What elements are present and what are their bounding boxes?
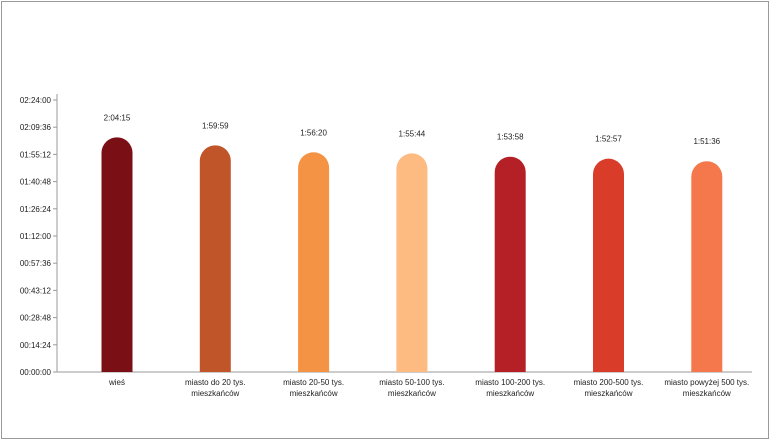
- bar: [593, 158, 624, 372]
- y-tick-label: 00:14:24: [20, 341, 52, 350]
- x-tick-label: mieszkańców: [191, 389, 239, 398]
- y-tick-label: 01:26:24: [20, 205, 52, 214]
- y-axis: 00:00:00 00:14:24 00:28:48 00:43:12 00:57:36…: [20, 94, 58, 377]
- data-label: 2:04:15: [104, 113, 131, 122]
- y-tick-label: 01:40:48: [20, 178, 52, 187]
- y-tick-label: 02:24:00: [20, 96, 52, 105]
- y-tick-label: 01:12:00: [20, 232, 52, 241]
- y-tick-label: 00:28:48: [20, 314, 52, 323]
- x-tick-label: mieszkańców: [584, 389, 632, 398]
- category-labels: wieś miasto do 20 tys. mieszkańców miasto 2…: [108, 378, 749, 398]
- data-label: 1:52:57: [595, 135, 622, 144]
- x-tick-label: mieszkańców: [486, 389, 534, 398]
- x-tick-label: miasto 20-50 tys.: [283, 378, 344, 387]
- y-tick-label: 00:00:00: [20, 368, 52, 377]
- data-label: 1:55:44: [399, 129, 426, 138]
- data-label: 1:56:20: [300, 128, 327, 137]
- bar: [101, 137, 133, 372]
- x-tick-label: miasto 50-100 tys.: [379, 378, 444, 387]
- x-tick-label: mieszkańców: [290, 389, 338, 398]
- x-tick-label: mieszkańców: [388, 389, 436, 398]
- bar: [199, 145, 231, 372]
- bars: [101, 137, 723, 372]
- bar: [691, 161, 723, 372]
- y-tick-label: 00:57:36: [20, 259, 52, 268]
- bar: [298, 152, 330, 372]
- data-label: 1:59:59: [202, 121, 229, 130]
- x-tick-label: miasto do 20 tys.: [185, 378, 245, 387]
- x-tick-label: miasto 200-500 tys.: [574, 378, 644, 387]
- x-tick-label: mieszkańców: [683, 389, 731, 398]
- y-tick-label: 01:55:12: [20, 150, 52, 159]
- x-tick-label: miasto 100-200 tys.: [475, 378, 545, 387]
- data-labels: 2:04:15 1:59:59 1:56:20 1:55:44 1:53:58 1:52:…: [104, 113, 721, 146]
- y-tick-label: 00:43:12: [20, 286, 52, 295]
- bar: [494, 156, 526, 372]
- bar: [396, 153, 428, 372]
- x-tick-label: miasto powyżej 500 tys.: [664, 378, 749, 387]
- x-tick-label: wieś: [108, 378, 125, 387]
- data-label: 1:51:36: [693, 137, 720, 146]
- data-label: 1:53:58: [497, 133, 524, 142]
- y-tick-label: 02:09:36: [20, 123, 52, 132]
